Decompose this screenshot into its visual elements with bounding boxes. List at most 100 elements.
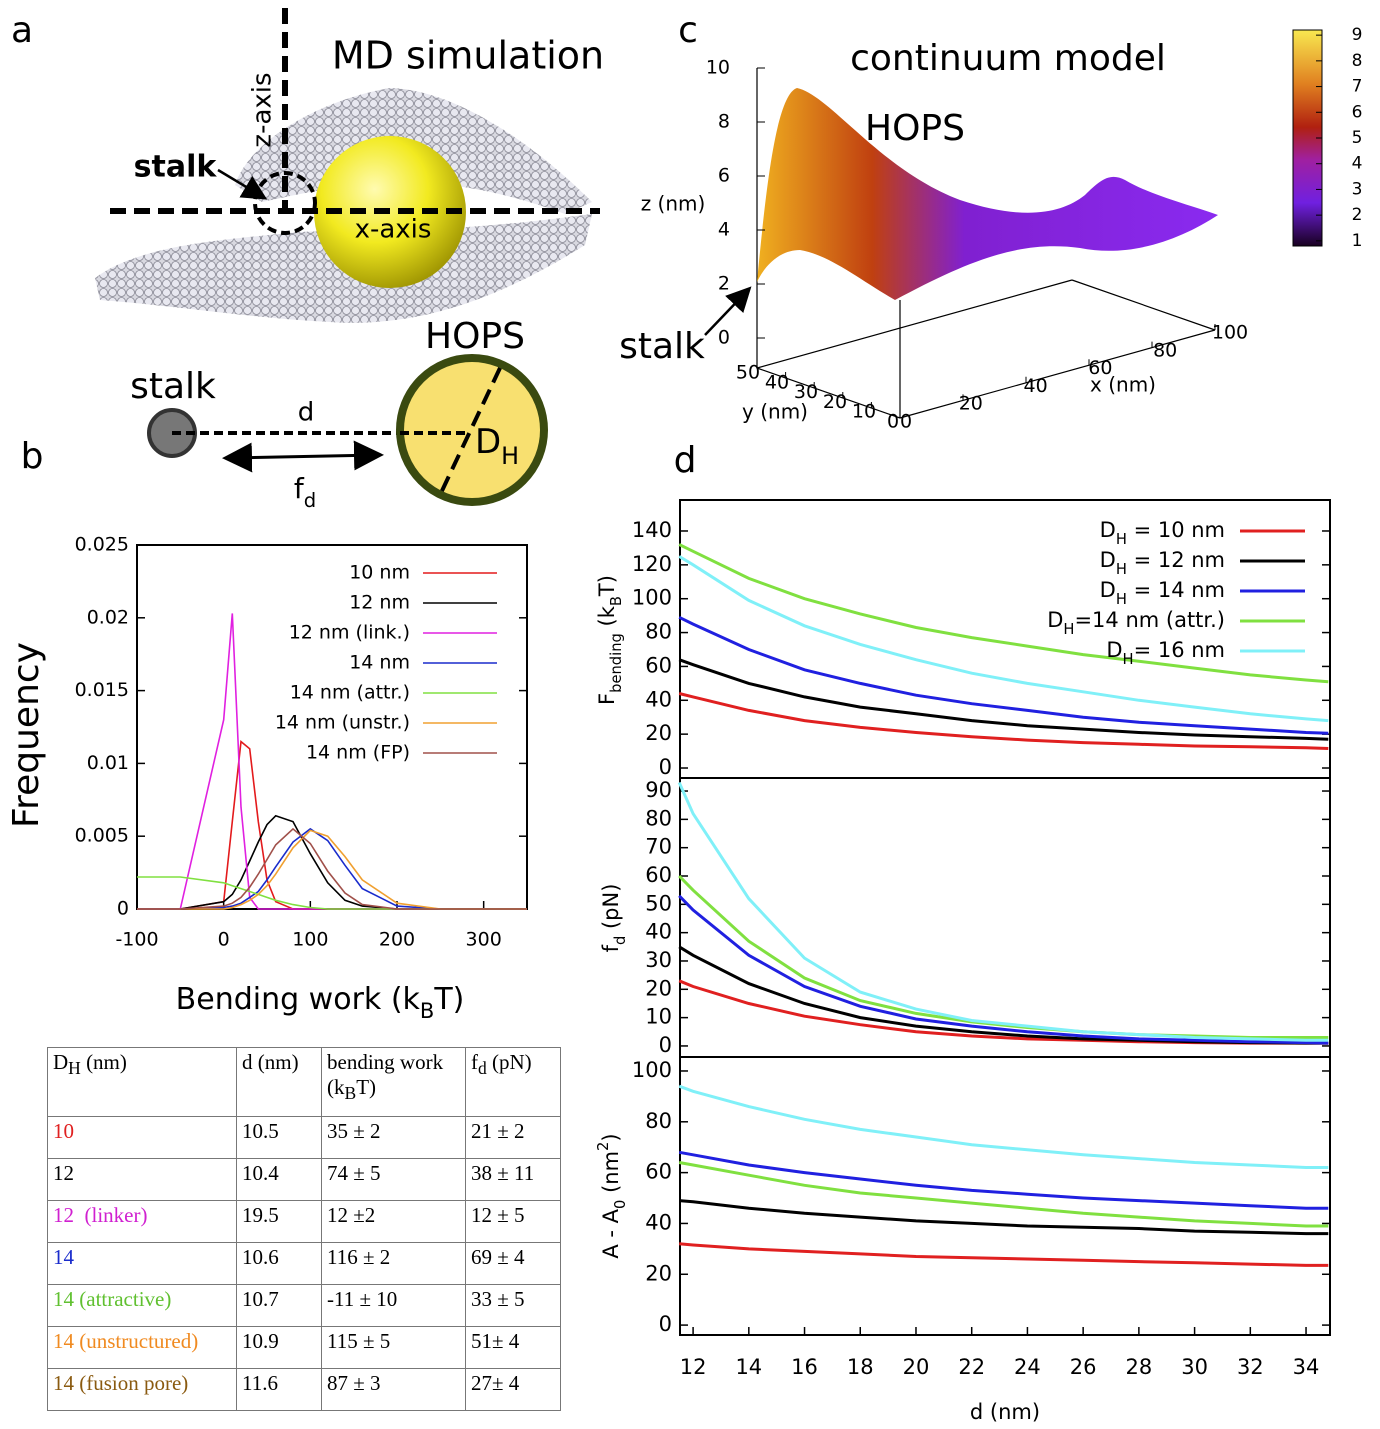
colorbar-tick-label: 6 — [1352, 102, 1363, 122]
table-cell: 14 — [47, 1242, 237, 1285]
x-tick-label: 20 — [903, 1355, 930, 1379]
x-tick-label: -100 — [115, 929, 158, 951]
series-line — [678, 615, 1329, 735]
z-tick-label: 6 — [718, 165, 730, 187]
double-arrow — [222, 440, 384, 473]
text-part: 2 — [595, 1142, 612, 1151]
text-part: H — [1063, 621, 1074, 638]
series-line — [678, 692, 1329, 750]
y-tick-label: 40 — [645, 1210, 672, 1234]
table-cell: 14 (fusion pore) — [47, 1368, 237, 1411]
table-cell: 10 — [47, 1116, 237, 1159]
colorbar-tick-label: 5 — [1352, 128, 1363, 148]
series-line — [678, 1084, 1329, 1169]
y-axis-label: fd (pN) — [599, 884, 629, 953]
annotation: DH — [475, 422, 519, 470]
legend-label: DH=14 nm (attr.) — [1047, 608, 1225, 638]
table-body: DH (nm) d (nm) bending work (kBT) fd (pN) 10… — [47, 1047, 561, 1411]
text-part: (k — [595, 605, 619, 633]
text-part: D — [475, 422, 501, 462]
table-cell: 27± 4 — [465, 1368, 561, 1411]
text-part: T) — [433, 982, 464, 1017]
y-tick-label: 80 — [645, 1109, 672, 1133]
text-part: d — [612, 936, 629, 945]
x-tick-label: 40 — [1024, 375, 1048, 397]
text-part: B — [420, 999, 434, 1023]
text-part: =14 nm (attr.) — [1074, 608, 1225, 632]
y-axis-label: Fbending (kBT) — [595, 575, 625, 705]
panel-label: a — [11, 10, 33, 51]
x-tick-label: 16 — [791, 1355, 818, 1379]
x-tick-label: 100 — [1212, 322, 1248, 344]
chart-title: continuum model — [850, 38, 1166, 79]
x-axis-label: d (nm) — [970, 1400, 1040, 1424]
annotation: HOPS — [865, 108, 965, 149]
colorbar-tick-label: 7 — [1352, 77, 1363, 97]
annotation: stalk — [619, 326, 705, 367]
annotation: stalk — [134, 150, 218, 185]
x-tick-label: 14 — [735, 1355, 762, 1379]
table-row: 12 10.4 74 ± 5 38 ± 11 — [47, 1158, 561, 1201]
colorbar-tick-label: 8 — [1352, 51, 1363, 71]
y-tick-label: 10 — [645, 1005, 672, 1029]
series-line — [678, 658, 1329, 741]
x-tick-label: 24 — [1014, 1355, 1041, 1379]
y-tick-label: 0.005 — [75, 825, 129, 847]
x-tick-label: 28 — [1126, 1355, 1153, 1379]
y-tick-label: 0.015 — [75, 679, 129, 701]
y-tick-label: 80 — [645, 620, 672, 644]
arrow — [217, 168, 268, 200]
x-tick-label: 200 — [379, 929, 415, 951]
y-tick-label: 20 — [645, 976, 672, 1000]
y-tick-label: 120 — [632, 552, 672, 576]
plot-frame — [679, 777, 1331, 1058]
table-cell: 21 ± 2 — [465, 1116, 561, 1159]
y-tick-label: 40 — [645, 687, 672, 711]
series-line — [678, 1150, 1329, 1210]
table-cell: 12 (linker) — [47, 1200, 237, 1243]
y-tick-label: 0.02 — [87, 606, 129, 628]
series-line — [137, 740, 527, 910]
text-part: = 14 nm — [1127, 578, 1225, 602]
y-tick-label: 40 — [765, 371, 789, 393]
y-tick-label: 60 — [645, 653, 672, 677]
text-part: T) — [356, 1075, 377, 1099]
y-tick-label: 0 — [117, 898, 129, 920]
panel-label: b — [21, 436, 44, 477]
table-cell: 12 — [47, 1158, 237, 1201]
y-axis-label: A - A0 (nm2) — [595, 1133, 629, 1258]
text-part: H — [1116, 561, 1127, 578]
axis-name: z-axis — [248, 72, 278, 147]
colorbar-tick-label: 1 — [1352, 231, 1363, 251]
table-cell: -11 ± 10 — [321, 1284, 466, 1327]
text-part: ) — [599, 1133, 623, 1141]
text-part: H — [1116, 531, 1127, 548]
text-part: (nm) — [80, 1050, 127, 1074]
text-part: = 16 nm — [1134, 638, 1225, 662]
arrow — [704, 286, 752, 336]
axis-name: x-axis — [355, 215, 432, 245]
y-tick-label: 30 — [794, 381, 818, 403]
series-line — [678, 543, 1329, 684]
table-cell: 74 ± 5 — [321, 1158, 466, 1201]
y-tick-label: 80 — [645, 806, 672, 830]
y-tick-label: 60 — [645, 863, 672, 887]
text-part: B — [608, 596, 625, 606]
y-tick-label: 100 — [632, 586, 672, 610]
text-part: d — [478, 1058, 487, 1079]
table-cell: 51± 4 — [465, 1326, 561, 1369]
table-cell: 10.5 — [236, 1116, 322, 1159]
y-tick-label: 50 — [645, 891, 672, 915]
text-part: bending — [608, 633, 625, 693]
panel-label: c — [678, 10, 698, 51]
text-part: H — [68, 1058, 81, 1079]
text-part: (pN) — [486, 1050, 532, 1074]
legend-label: DH = 14 nm — [1100, 578, 1225, 608]
text-part: H — [501, 442, 519, 470]
header-row: DH (nm) d (nm) bending work (kBT) fd (pN) — [47, 1047, 561, 1117]
table-cell: DH (nm) — [47, 1047, 237, 1117]
legend-label: 14 nm — [349, 652, 410, 674]
legend-label: DH = 12 nm — [1100, 548, 1225, 578]
text-part: D — [1100, 548, 1116, 572]
